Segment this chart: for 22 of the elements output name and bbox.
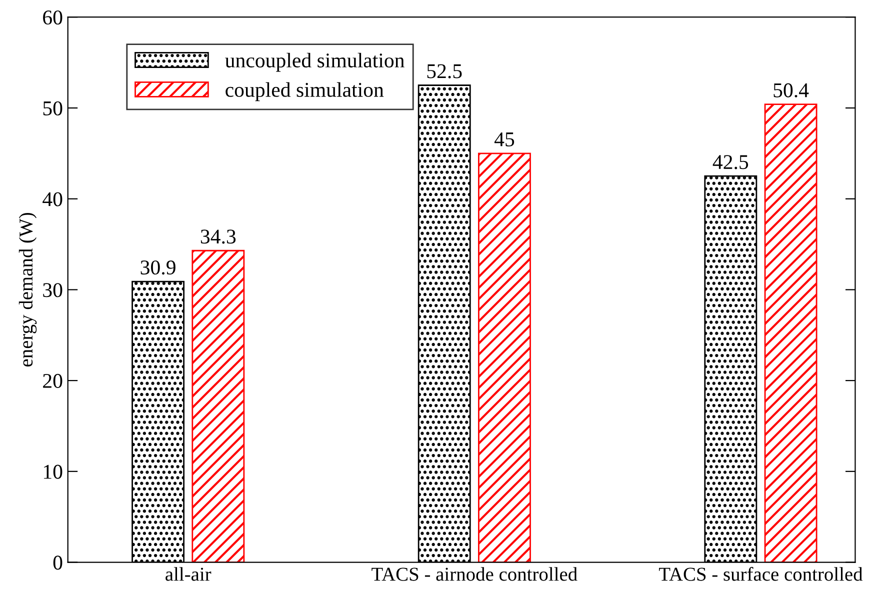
data-label: 52.5 <box>427 64 462 78</box>
legend-label: uncoupled simulation <box>225 52 404 72</box>
x-tick-label: all-air <box>166 567 212 581</box>
bar <box>192 250 245 562</box>
y-tick-label: 30 <box>43 283 62 298</box>
data-label: 30.9 <box>140 260 176 275</box>
x-tick-label: TACS - airnode controlled <box>372 567 578 581</box>
legend-label: coupled simulation <box>226 82 384 102</box>
y-tick-label: 10 <box>44 464 62 479</box>
data-label: 34.3 <box>200 230 236 244</box>
y-tick-label: 20 <box>43 374 62 388</box>
bar <box>478 152 531 562</box>
y-tick-label: 40 <box>42 192 62 206</box>
data-label: 45 <box>494 132 514 146</box>
x-tick-label: TACS - surface controlled <box>658 566 863 581</box>
y-tick-label: 0 <box>53 556 62 570</box>
y-axis-title: energy demand (W) <box>18 212 37 366</box>
data-label: 50.4 <box>774 83 809 98</box>
data-label: 42.5 <box>712 155 748 170</box>
bar <box>764 104 818 562</box>
y-tick-label: 50 <box>43 101 62 116</box>
y-tick-label: 60 <box>43 10 62 25</box>
